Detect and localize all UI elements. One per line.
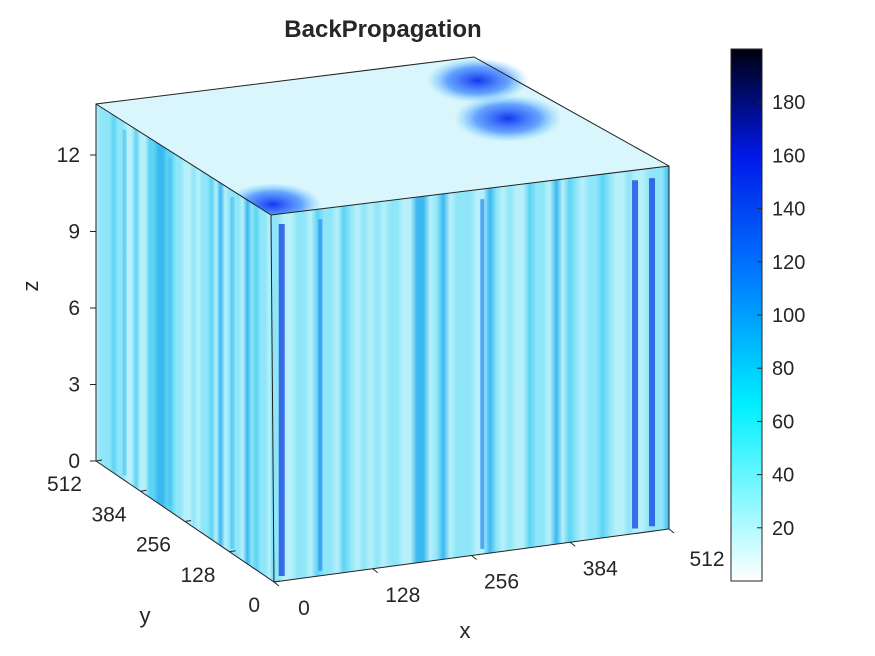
colorbar-tick-label: 40 <box>772 465 794 487</box>
cube <box>95 56 670 583</box>
x-tick-mark <box>471 555 477 560</box>
x-tick-mark <box>273 581 280 587</box>
top-hot-spot <box>453 94 562 142</box>
colorbar-tick-label: 180 <box>772 92 805 114</box>
x-tick-label: 0 <box>298 597 310 620</box>
colorbar-ticks: 20 40 60 80 100 120 140 160 180 <box>757 92 805 540</box>
colorbar-tick-label: 60 <box>772 411 794 433</box>
y-axis: 0 128 256 384 512 <box>47 459 281 617</box>
z-axis-label: z <box>18 281 43 292</box>
y-tick-label: 512 <box>47 473 82 496</box>
x-tick-label: 384 <box>583 557 618 580</box>
cube-left-face <box>96 104 274 582</box>
y-tick-mark <box>95 459 103 462</box>
y-tick-mark <box>184 520 192 522</box>
colorbar-tick-label: 100 <box>772 305 805 327</box>
y-tick-label: 384 <box>91 503 126 526</box>
y-tick-mark <box>140 489 147 492</box>
colorbar-tick-label: 140 <box>772 199 805 221</box>
y-tick-label: 0 <box>248 594 260 617</box>
x-tick-mark <box>668 528 675 534</box>
y-axis-label: y <box>140 603 151 628</box>
y-tick-mark <box>229 550 236 553</box>
colorbar-gradient <box>730 48 763 582</box>
z-axis: 0 3 6 9 12 <box>57 144 96 473</box>
colorbar-tick-label: 120 <box>772 252 805 274</box>
z-tick-label: 9 <box>68 221 80 244</box>
x-tick-mark <box>372 568 379 574</box>
colorbar-tick-label: 80 <box>772 358 794 380</box>
top-hot-spot <box>426 58 529 103</box>
front-streaks <box>278 178 656 576</box>
x-axis: 0 128 256 384 512 <box>273 528 725 620</box>
y-tick-mark <box>273 580 281 583</box>
chart-title: BackPropagation <box>284 16 481 43</box>
y-tick-label: 256 <box>136 534 171 557</box>
x-tick-mark <box>569 541 576 547</box>
colorbar-tick-label: 20 <box>772 518 794 540</box>
colorbar: 20 40 60 80 100 120 140 160 180 <box>730 48 805 582</box>
z-tick-label: 6 <box>68 297 80 320</box>
z-tick-label: 3 <box>68 374 80 397</box>
left-streaks <box>122 129 235 549</box>
colorbar-tick-label: 160 <box>772 145 805 167</box>
z-tick-label: 0 <box>68 450 80 473</box>
cube-front-face <box>271 166 669 582</box>
cube-front-vertical-edge <box>270 214 275 583</box>
z-tick-label: 12 <box>57 144 80 167</box>
x-tick-label: 512 <box>689 548 724 571</box>
x-tick-label: 256 <box>484 571 519 594</box>
x-axis-label: x <box>460 618 471 643</box>
x-tick-label: 128 <box>385 584 420 607</box>
y-tick-label: 128 <box>180 564 215 587</box>
